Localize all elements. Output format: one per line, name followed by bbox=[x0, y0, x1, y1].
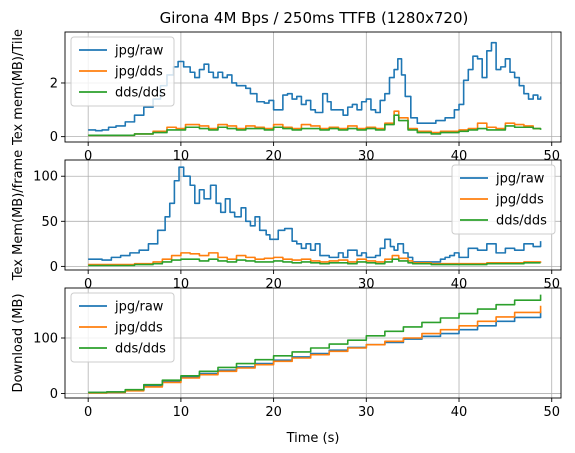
legend: jpg/raw jpg/dds dds/dds bbox=[451, 164, 556, 235]
x-tick-label: 0 bbox=[84, 277, 92, 292]
chart-title: Girona 4M Bps / 250ms TTFB (1280x720) bbox=[160, 9, 469, 27]
series-line-jpg-raw-2 bbox=[88, 166, 542, 263]
legend-box bbox=[70, 36, 175, 107]
x-tick-label: 30 bbox=[358, 405, 375, 420]
plot-frame bbox=[64, 31, 562, 143]
legend-label: jpg/dds bbox=[495, 193, 544, 208]
x-tick-label: 40 bbox=[451, 405, 468, 420]
y-tick-label: 50 bbox=[41, 215, 58, 230]
y-axis-label: Tex mem(MB)/Tile bbox=[11, 29, 26, 146]
x-tick-label: 50 bbox=[543, 405, 560, 420]
y-tick-label: 0 bbox=[50, 130, 58, 145]
series-line-dds-dds-1 bbox=[88, 114, 542, 137]
series-line-jpg-dds-2 bbox=[88, 252, 542, 266]
y-tick-label: 0 bbox=[50, 387, 58, 402]
legend: jpg/raw jpg/dds dds/dds bbox=[70, 36, 175, 107]
x-tick-label: 0 bbox=[84, 405, 92, 420]
legend-label: jpg/dds bbox=[114, 321, 163, 336]
legend-label: dds/dds bbox=[115, 342, 166, 357]
legend-label: jpg/raw bbox=[114, 44, 164, 59]
plot-frame bbox=[64, 287, 562, 399]
y-axis-label: Tex Mem(MB)/frame bbox=[11, 150, 26, 281]
series-line-dds-dds-2 bbox=[88, 258, 541, 267]
legend-label: dds/dds bbox=[115, 86, 166, 101]
x-axis-label: Time (s) bbox=[286, 431, 340, 446]
series-line-jpg-dds-1 bbox=[88, 110, 541, 137]
legend-label: jpg/raw bbox=[495, 172, 545, 187]
y-tick-label: 100 bbox=[33, 170, 58, 185]
subplot-3: 0 10 20 30 40 50 0 100 Download (MB) jpg/raw jpg/d… bbox=[11, 287, 562, 420]
y-axis-label: Download (MB) bbox=[11, 293, 26, 392]
y-tick-label: 2 bbox=[50, 76, 58, 91]
x-tick-label: 20 bbox=[265, 405, 282, 420]
y-tick-label: 0 bbox=[50, 260, 58, 275]
x-tick-label: 10 bbox=[173, 405, 190, 420]
legend-label: dds/dds bbox=[496, 214, 547, 229]
legend: jpg/raw jpg/dds dds/dds bbox=[70, 292, 175, 363]
plot-frame bbox=[64, 159, 562, 271]
series-line-jpg-raw-1 bbox=[88, 41, 542, 132]
legend-label: jpg/raw bbox=[114, 300, 164, 315]
legend-box bbox=[451, 164, 556, 235]
legend-label: jpg/dds bbox=[114, 65, 163, 80]
legend-box bbox=[70, 292, 175, 363]
series-line-dds-dds-3 bbox=[88, 294, 542, 394]
x-tick-label: 0 bbox=[84, 149, 92, 164]
y-tick-label: 100 bbox=[33, 332, 58, 347]
